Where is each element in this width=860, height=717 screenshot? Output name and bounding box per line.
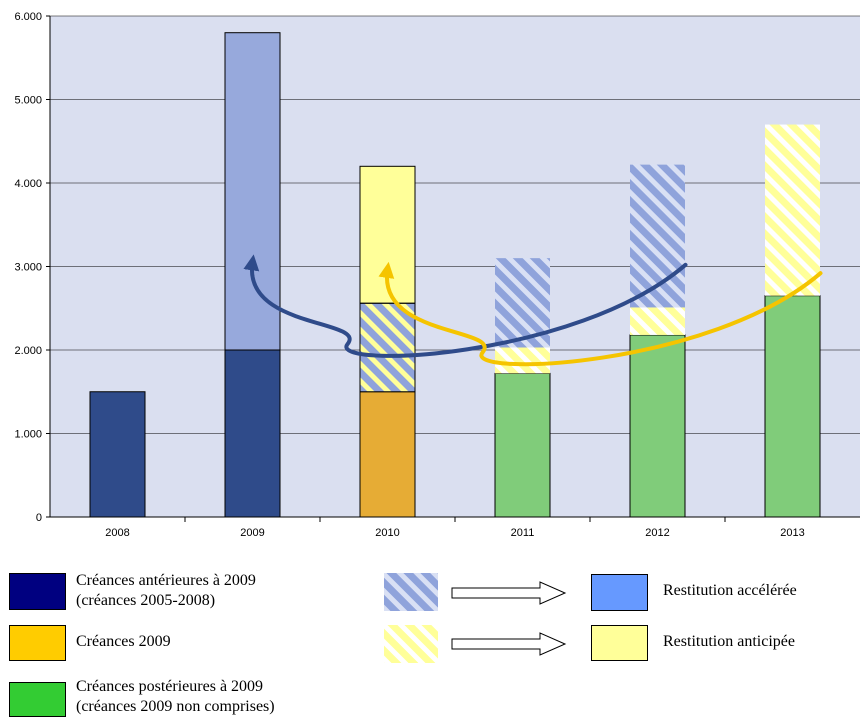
legend-label-posterieures: Créances postérieures à 2009 (créances 2… xyxy=(76,677,366,717)
legend-label-2009: Créances 2009 xyxy=(76,632,366,652)
legend-arrow-blue xyxy=(451,581,567,605)
legend-swatch-anticipee xyxy=(591,625,648,661)
y-tick-label: 2.000 xyxy=(14,345,42,357)
bar-2010-stripe-yellow-blue xyxy=(360,303,415,392)
bar-2013-solid xyxy=(764,295,821,518)
x-tick-label: 2013 xyxy=(780,527,804,539)
x-tick-label: 2008 xyxy=(105,527,129,539)
bar-2009-solid xyxy=(224,32,281,351)
legend-swatch-posterieures xyxy=(9,682,66,717)
x-tick-label: 2011 xyxy=(511,527,535,539)
bar-2012-solid xyxy=(629,334,686,518)
legend-swatch-acceleree xyxy=(591,574,648,611)
arrow-anticipee xyxy=(378,261,823,367)
legend-label-posterieures-line1: Créances postérieures à 2009 xyxy=(76,678,264,695)
bar-2011-stripe-yellow xyxy=(495,347,550,374)
y-tick-label: 5.000 xyxy=(14,95,42,107)
y-tick-label: 4.000 xyxy=(14,178,42,190)
legend-label-anticipee: Restitution anticipée xyxy=(663,633,795,650)
legend-swatch-2009 xyxy=(9,625,66,661)
legend-swatch-stripe-yellow xyxy=(384,625,438,663)
y-tick-label: 1.000 xyxy=(14,429,42,441)
x-tick-label: 2012 xyxy=(645,527,669,539)
bar-outline xyxy=(359,302,416,393)
legend-label-anterieures-line2: (créances 2005-2008) xyxy=(76,592,216,609)
legend-arrow-yellow xyxy=(451,632,567,656)
legend-mapping xyxy=(384,573,567,663)
bar-chart: 0 1.000 2.000 3.000 4.000 5.000 6.000 2008 2009 2… xyxy=(14,11,860,539)
bar-2010-solid xyxy=(359,391,416,518)
bar-2011-solid xyxy=(494,372,551,518)
y-tick-label: 0 xyxy=(36,512,42,524)
legend-label-posterieures-line2: (créances 2009 non comprises) xyxy=(76,698,275,715)
legend-label-acceleree: Restitution accélérée xyxy=(663,582,797,599)
x-tick-label: 2009 xyxy=(240,527,264,539)
bar-2012-stripe-yellow xyxy=(630,307,685,335)
legend-swatch-anterieures xyxy=(9,573,66,610)
y-tick-label: 6.000 xyxy=(14,11,42,23)
y-tick-label: 3.000 xyxy=(14,262,42,274)
legend-swatch-stripe-blue xyxy=(384,573,438,611)
bar-2013-stripe-yellow xyxy=(765,124,820,296)
bar-2009-solid xyxy=(224,349,281,518)
x-tick-label: 2010 xyxy=(375,527,399,539)
arrow-acceleree xyxy=(243,254,688,358)
legend-label-anterieures: Créances antérieures à 2009 (créances 20… xyxy=(76,571,366,611)
bar-2008-solid xyxy=(89,391,146,518)
legend-label-anterieures-line1: Créances antérieures à 2009 xyxy=(76,572,256,589)
legend-label-2009-line1: Créances 2009 xyxy=(76,633,171,650)
